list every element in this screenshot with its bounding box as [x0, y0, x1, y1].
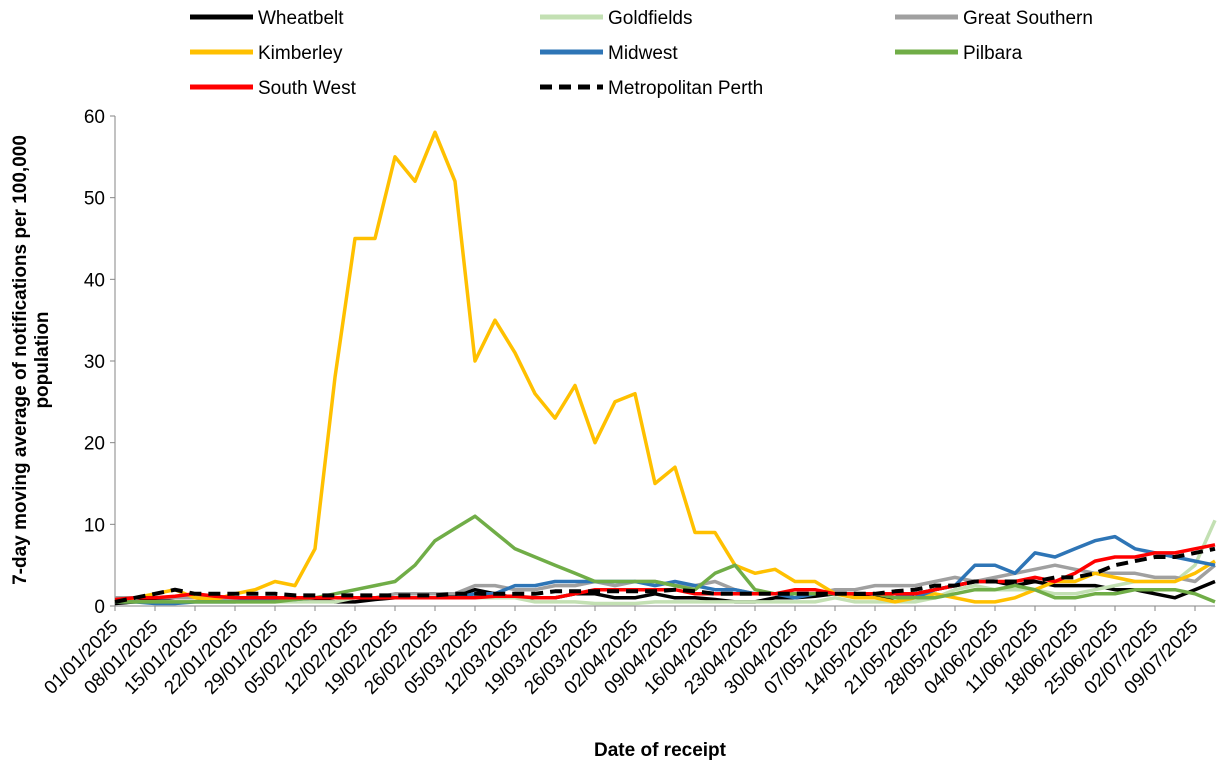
legend-label: South West — [258, 78, 357, 99]
x-axis-title: Date of receipt — [594, 740, 727, 761]
series-line — [114, 546, 1216, 604]
legend-label: Midwest — [608, 43, 678, 64]
legend-label: Wheatbelt — [258, 8, 344, 29]
legend-label: Great Southern — [963, 8, 1093, 29]
y-tick-label: 40 — [84, 270, 105, 291]
y-tick-label: 20 — [84, 434, 105, 455]
legend-label: Kimberley — [258, 43, 343, 64]
y-tick-label: 10 — [84, 515, 105, 536]
series-line — [114, 130, 1216, 604]
y-axis-title: population — [32, 311, 53, 408]
y-tick-label: 50 — [84, 189, 105, 210]
legend-label: Goldfields — [608, 8, 693, 29]
y-tick-label: 60 — [84, 107, 105, 128]
y-axis-title: 7-day moving average of notifications pe… — [10, 135, 31, 585]
legend-label: Metropolitan Perth — [608, 78, 763, 99]
legend-label: Pilbara — [963, 43, 1023, 64]
y-tick-label: 30 — [84, 352, 105, 373]
y-tick-label: 0 — [94, 597, 105, 618]
